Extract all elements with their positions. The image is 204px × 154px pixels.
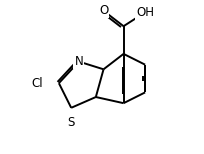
Text: N: N (74, 55, 83, 68)
Text: OH: OH (136, 6, 154, 19)
Text: O: O (99, 4, 108, 17)
Text: S: S (68, 116, 75, 128)
Text: Cl: Cl (31, 77, 43, 90)
